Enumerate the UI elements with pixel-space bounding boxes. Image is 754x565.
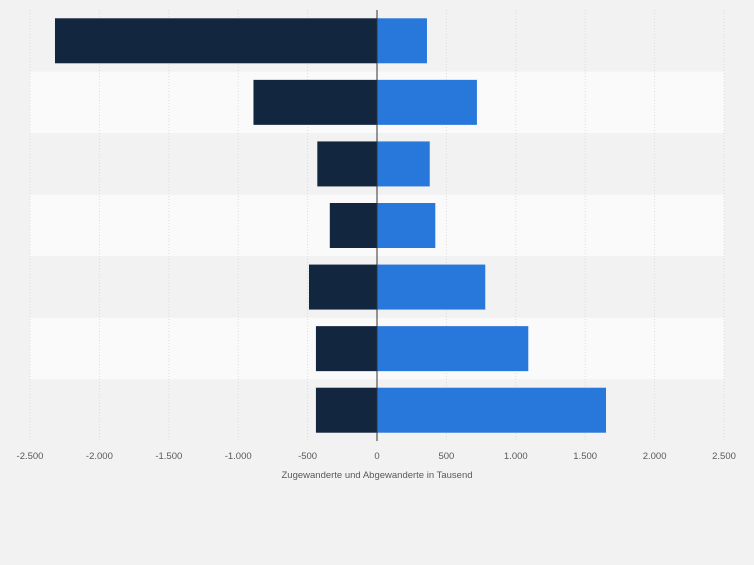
bar (329, 203, 377, 248)
bar (377, 264, 486, 310)
x-tick-label: 0 (374, 451, 379, 462)
x-axis-label: Zugewanderte und Abgewanderte in Tausend (281, 470, 472, 481)
bar (308, 264, 377, 310)
x-tick-label: 1.000 (504, 451, 528, 462)
x-tick-label: -1.500 (155, 451, 182, 462)
x-tick-labels: -2.500 -2.000 -1.500 -1.000 -500 0 500 1.000 1.5… (17, 451, 736, 462)
bar (377, 18, 427, 64)
bar (317, 141, 377, 187)
x-tick-label: -1.000 (225, 451, 252, 462)
x-tick-label: -2.500 (17, 451, 44, 462)
bar (315, 326, 377, 372)
bar (315, 387, 377, 433)
bar (253, 79, 377, 125)
x-tick-label: 1.500 (573, 451, 597, 462)
bar (54, 18, 377, 64)
bar (377, 203, 436, 248)
bar (377, 79, 477, 125)
bar (377, 326, 529, 372)
bars (54, 18, 607, 433)
x-tick-label: 500 (438, 451, 454, 462)
x-tick-label: 2.000 (643, 451, 667, 462)
x-tick-label: 2.500 (712, 451, 736, 462)
x-tick-label: -2.000 (86, 451, 113, 462)
x-tick-label: -500 (298, 451, 317, 462)
bar (377, 387, 607, 433)
bar (377, 141, 430, 187)
